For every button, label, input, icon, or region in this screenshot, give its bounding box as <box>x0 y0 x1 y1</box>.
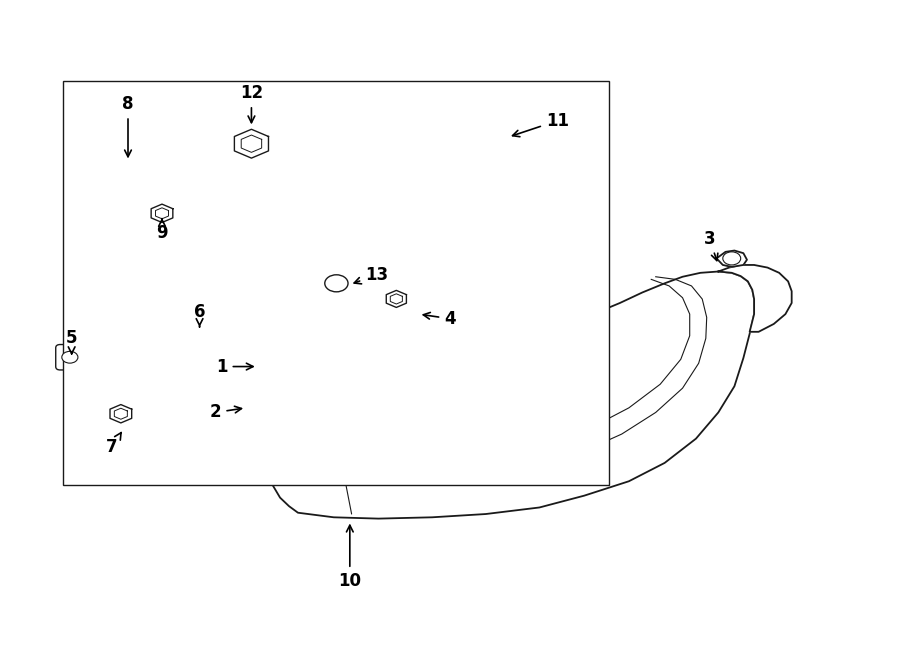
Circle shape <box>325 275 348 292</box>
Circle shape <box>123 194 147 212</box>
Polygon shape <box>108 316 225 430</box>
Text: 4: 4 <box>423 310 455 328</box>
Text: 9: 9 <box>157 219 167 243</box>
Polygon shape <box>716 251 747 267</box>
Text: 10: 10 <box>338 525 361 590</box>
Text: 8: 8 <box>122 95 134 157</box>
FancyBboxPatch shape <box>56 344 84 370</box>
Circle shape <box>723 252 741 265</box>
Text: 1: 1 <box>216 358 253 375</box>
Polygon shape <box>211 176 251 231</box>
FancyBboxPatch shape <box>63 81 609 485</box>
Text: 13: 13 <box>355 266 388 284</box>
Text: 7: 7 <box>106 432 122 456</box>
Polygon shape <box>472 181 508 239</box>
Polygon shape <box>231 143 504 235</box>
Text: 5: 5 <box>66 329 77 354</box>
Circle shape <box>182 360 200 373</box>
Polygon shape <box>95 160 186 233</box>
Polygon shape <box>234 130 268 158</box>
Circle shape <box>62 352 78 363</box>
Polygon shape <box>332 268 428 337</box>
Polygon shape <box>110 405 131 423</box>
Text: 2: 2 <box>210 403 241 422</box>
Circle shape <box>187 328 209 344</box>
Text: 12: 12 <box>240 84 263 123</box>
Text: 3: 3 <box>704 230 718 260</box>
Polygon shape <box>231 268 754 519</box>
Polygon shape <box>264 337 316 369</box>
Circle shape <box>322 264 350 284</box>
Polygon shape <box>386 290 407 307</box>
Text: 6: 6 <box>194 303 205 327</box>
Polygon shape <box>151 204 173 223</box>
Text: 11: 11 <box>512 112 569 137</box>
Polygon shape <box>718 265 792 332</box>
